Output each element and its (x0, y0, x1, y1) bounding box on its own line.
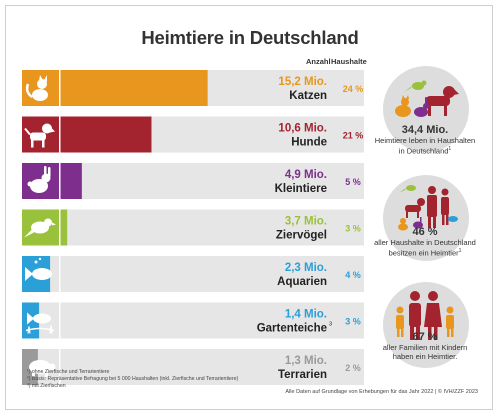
household-share-label: 4 % (345, 270, 361, 280)
bar-track (22, 302, 364, 339)
data-label-value: 1,4 Mio. (285, 309, 327, 321)
bar-track (22, 209, 364, 246)
pond-fish-icon (25, 312, 55, 334)
data-label-value: 3,7 Mio. (285, 216, 327, 228)
households-text-2: besitzen ein Heimtier (388, 248, 459, 258)
household-share-label: 3 % (345, 224, 361, 234)
households-value: 46 % (412, 226, 438, 238)
household-share-label: 21 % (343, 131, 364, 141)
household-share-label: 24 % (343, 84, 364, 94)
data-label-value: 1,3 Mio. (285, 355, 327, 367)
bar-separator (59, 256, 61, 292)
bar-track (22, 256, 364, 292)
total-pets-note: 1 (448, 146, 452, 152)
households-text-1: aller Haushalte in Deutschland (374, 238, 476, 247)
households-block: 46 % aller Haushalte in Deutschland besit… (370, 226, 480, 258)
category-label: Terrarien (278, 369, 327, 381)
turtle-icon (29, 360, 56, 377)
total-pets-block: 34,4 Mio. Heimtiere leben in Haushalten i… (370, 124, 480, 156)
page-title: Heimtiere in Deutschland (141, 27, 359, 48)
column-header-haushalte: Haushalte (331, 57, 367, 66)
data-label-value: 2,3 Mio. (285, 262, 327, 274)
families-value: 67 % (412, 331, 438, 343)
data-label-value: 4,9 Mio. (285, 169, 327, 181)
category-label: Gartenteiche (257, 323, 327, 335)
household-share-label: 2 % (345, 363, 361, 373)
pets-and-people-icon (398, 185, 458, 231)
source-credit: Alle Daten auf Grundlage von Erhebungen … (285, 389, 478, 395)
bar (22, 163, 82, 199)
footnote-1: ¹) ohne Zierfische und Terrarientiere (27, 369, 110, 375)
bar-separator (59, 302, 61, 339)
category-label: Ziervögel (276, 230, 327, 242)
households-note: 1 (458, 248, 462, 254)
category-note: 3 (329, 322, 332, 328)
footnotes: ¹) ohne Zierfische und Terrarientiere ²)… (27, 369, 238, 390)
rabbit-icon (27, 166, 51, 193)
bar-separator (59, 163, 61, 199)
families-text-2: haben ein Heimtier. (392, 352, 458, 361)
families-text-1: aller Familien mit Kindern (382, 343, 468, 352)
household-share-label: 5 % (345, 177, 361, 187)
pets-group-icon (395, 80, 459, 117)
total-pets-text-2: in Deutschland (398, 146, 449, 156)
footnote-3: ³) mit Zierfischen (27, 383, 66, 389)
category-label: Kleintiere (275, 183, 327, 195)
families-block: 67 % aller Familien mit Kindern haben ein… (370, 331, 480, 361)
total-pets-value: 34,4 Mio. (401, 124, 449, 136)
column-header-anzahl: Anzahl (306, 57, 331, 66)
bar-separator (59, 349, 61, 385)
fish-icon (25, 257, 52, 281)
family-icon (396, 291, 454, 340)
category-label: Hunde (291, 137, 327, 149)
footnote-2: ²) Basis: Repräsentative Befragung bei 5… (27, 376, 239, 382)
category-label: Aquarien (277, 276, 327, 288)
bar-track (22, 349, 364, 385)
bar-separator (59, 116, 61, 153)
bar-separator (59, 70, 61, 106)
bar-separator (59, 209, 61, 246)
bird-icon (24, 218, 56, 238)
bar (22, 70, 208, 106)
dog-icon (24, 123, 55, 148)
cat-icon (25, 75, 48, 101)
data-label-value: 15,2 Mio. (278, 76, 327, 88)
data-label-value: 10,6 Mio. (278, 123, 327, 135)
category-label: Katzen (289, 90, 327, 102)
total-pets-text-1: Heimtiere leben in Haushalten (374, 136, 476, 145)
household-share-label: 3 % (345, 317, 361, 327)
